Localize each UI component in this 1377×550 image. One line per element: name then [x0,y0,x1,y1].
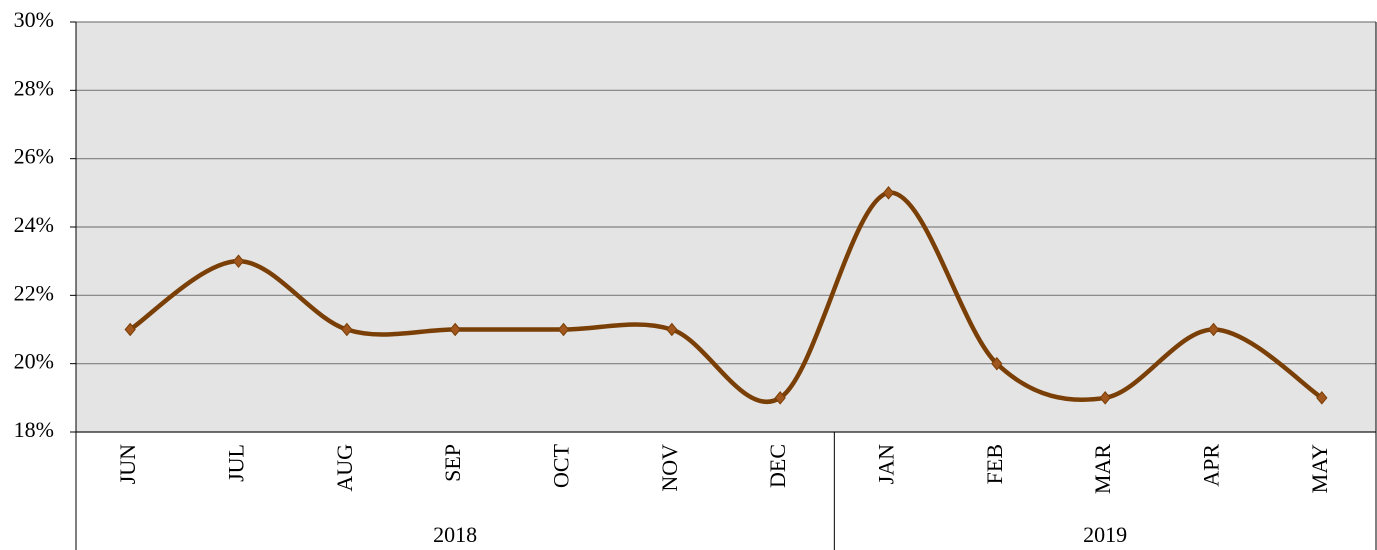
point-marker [341,322,353,337]
y-tick-label: 20% [14,349,54,374]
y-tick-label: 24% [14,212,54,237]
x-tick-label: FEB [982,444,1007,484]
group-label: 2018 [433,522,477,547]
y-tick-label: 18% [14,417,54,442]
point-marker [449,322,461,337]
y-tick-label: 30% [14,7,54,32]
x-tick-label: NOV [657,444,682,492]
y-tick-label: 22% [14,280,54,305]
x-tick-label: MAR [1090,444,1115,494]
point-marker [124,322,136,337]
point-marker [774,391,786,405]
x-tick-label: MAY [1307,444,1332,493]
point-marker [1099,391,1111,405]
y-tick-label: 28% [14,75,54,100]
x-tick-label: JUN [115,444,140,484]
y-tick-label: 26% [14,144,54,169]
point-marker [666,322,678,337]
x-tick-label: OCT [549,443,574,488]
point-marker [557,322,570,337]
group-label: 2019 [1083,522,1127,547]
point-marker [1207,322,1220,337]
x-tick-label: JAN [874,444,899,484]
point-marker [991,356,1003,371]
point-marker [1316,391,1328,405]
point-marker [882,186,895,200]
x-tick-label: AUG [332,444,357,492]
x-tick-label: SEP [440,444,465,482]
x-tick-label: JUL [224,444,249,482]
point-marker [232,254,245,268]
x-tick-label: DEC [765,444,790,488]
x-tick-label: APR [1199,444,1224,487]
